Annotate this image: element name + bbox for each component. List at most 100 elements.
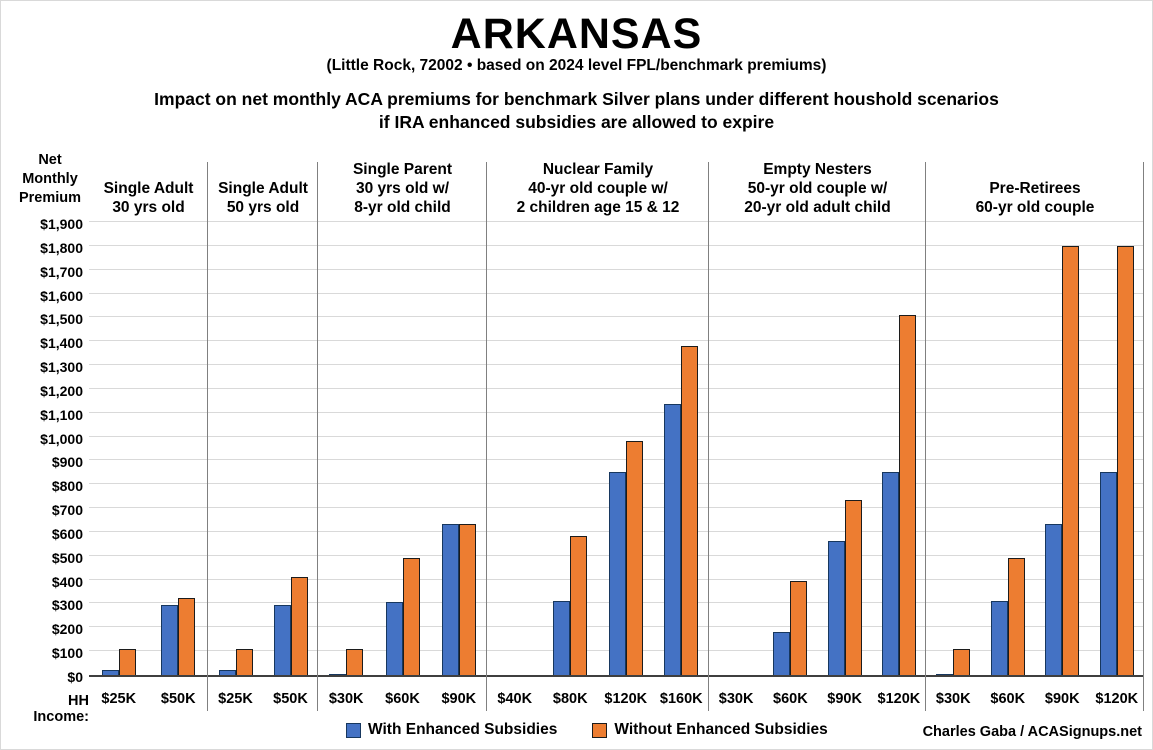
group-divider	[1143, 162, 1144, 711]
bar-with-enhanced	[385, 602, 403, 675]
group-divider	[708, 162, 709, 711]
bar-without-enhanced	[625, 441, 643, 675]
bar-with-enhanced	[664, 404, 682, 675]
income-label: $80K	[552, 691, 588, 707]
income-label: $90K	[827, 691, 862, 707]
bar-without-enhanced	[844, 499, 862, 675]
income-label: $40K	[497, 691, 533, 707]
gridline	[89, 316, 1144, 318]
bar-with-enhanced	[101, 670, 119, 675]
income-label: $25K	[218, 691, 253, 707]
y-tick-label: $1,200	[40, 382, 83, 399]
bar-with-enhanced	[1045, 523, 1063, 675]
chart-title: ARKANSAS	[450, 10, 703, 58]
bar-without-enhanced	[1062, 245, 1080, 675]
bar-without-enhanced	[235, 648, 253, 675]
y-tick-label: $1,000	[40, 430, 83, 447]
chart-subtitle: (Little Rock, 72002 • based on 2024 leve…	[326, 57, 827, 74]
y-tick-label: $1,800	[40, 239, 83, 256]
income-label: $50K	[160, 691, 196, 707]
gridline	[89, 244, 1144, 246]
y-tick-label: $300	[51, 597, 83, 614]
hh-income-label: HH Income:	[33, 693, 89, 725]
y-tick-label: $1,300	[40, 359, 83, 376]
bar-with-enhanced	[990, 601, 1008, 675]
bar-with-enhanced	[218, 670, 236, 675]
income-label: $60K	[773, 691, 808, 707]
y-tick-label: $0	[67, 669, 83, 685]
income-label: $30K	[328, 691, 364, 707]
description-line-1: Impact on net monthly ACA premiums for b…	[154, 89, 999, 109]
y-tick-label: $900	[51, 454, 83, 471]
bar-without-enhanced	[1116, 245, 1134, 675]
income-label: $25K	[101, 691, 137, 707]
y-axis-labels: $0 $100 $200 $300 $400 $500 $600 $700 $800 $900 $1…	[1, 216, 83, 685]
gridline	[89, 435, 1144, 437]
bar-without-enhanced	[118, 648, 136, 675]
y-tick-label: $100	[51, 645, 83, 662]
scenario-headers: Single Adult 30 yrs old Single Adult 50 y…	[89, 147, 1144, 219]
bar-without-enhanced	[898, 314, 916, 675]
gridline	[89, 268, 1144, 270]
bar-without-enhanced	[790, 580, 808, 675]
bar-with-enhanced	[827, 541, 845, 675]
y-tick-label: $600	[51, 525, 83, 542]
bar-without-enhanced	[178, 597, 196, 675]
y-tick-label: $500	[51, 549, 83, 566]
bar-without-enhanced	[570, 535, 588, 675]
bar-with-enhanced	[773, 632, 791, 675]
income-label: $60K	[385, 691, 420, 707]
income-label: $120K	[877, 691, 921, 707]
income-label: $90K	[441, 691, 477, 707]
y-tick-label: $400	[51, 573, 83, 590]
gridline	[89, 411, 1144, 413]
bar-with-enhanced	[273, 604, 291, 675]
y-tick-label: $200	[51, 621, 83, 638]
legend-label-without-enhanced: Without Enhanced Subsidies	[614, 721, 828, 738]
bar-with-enhanced	[161, 604, 179, 675]
income-label: $60K	[990, 691, 1026, 707]
bar-without-enhanced	[953, 648, 971, 675]
group-divider	[207, 162, 208, 711]
legend: With Enhanced Subsidies Without Enhanced…	[346, 721, 828, 739]
bar-with-enhanced	[608, 472, 626, 675]
y-tick-label: $800	[51, 478, 83, 495]
income-label: $90K	[1044, 691, 1080, 707]
legend-label-with-enhanced: With Enhanced Subsidies	[368, 721, 558, 738]
chart-description: Impact on net monthly ACA premiums for b…	[1, 88, 1152, 134]
group-divider	[925, 162, 926, 711]
income-label: $120K	[1095, 691, 1139, 707]
bar-without-enhanced	[458, 523, 476, 675]
gridline	[89, 340, 1144, 342]
gridline	[89, 364, 1144, 366]
income-label: $30K	[718, 691, 754, 707]
income-label: $50K	[273, 691, 308, 707]
legend-swatch-orange-icon	[592, 722, 608, 738]
plot-area	[89, 162, 1144, 711]
y-tick-label: $1,500	[40, 311, 83, 328]
scenario-header: Pre-Retirees 60-yr old couple	[975, 180, 1095, 216]
income-label: $160K	[659, 691, 703, 707]
bar-with-enhanced	[329, 673, 347, 675]
bar-without-enhanced	[402, 558, 420, 675]
scenario-header: Nuclear Family 40-yr old couple w/ 2 chi…	[516, 161, 680, 216]
bar-with-enhanced	[553, 601, 571, 675]
y-tick-label: $1,900	[40, 216, 83, 232]
legend-item-without-enhanced: Without Enhanced Subsidies	[592, 721, 828, 739]
bar-without-enhanced	[346, 648, 364, 675]
scenario-header: Single Adult 50 yrs old	[218, 180, 308, 216]
gridline	[89, 221, 1144, 222]
group-divider	[486, 162, 487, 711]
scenario-header: Single Adult 30 yrs old	[103, 180, 194, 216]
income-labels: $25K $50K $25K $50K $30K $60K $90K $40K $80K $120…	[89, 691, 1144, 713]
description-line-2: if IRA enhanced subsidies are allowed to…	[378, 112, 775, 132]
legend-item-with-enhanced: With Enhanced Subsidies	[346, 721, 557, 739]
income-label: $30K	[935, 691, 971, 707]
bar-with-enhanced	[1099, 472, 1117, 675]
gridline	[89, 459, 1144, 461]
gridline	[89, 387, 1144, 389]
bar-with-enhanced	[936, 673, 954, 675]
bar-without-enhanced	[681, 345, 699, 675]
scenario-header: Single Parent 30 yrs old w/ 8-yr old chi…	[352, 161, 453, 216]
